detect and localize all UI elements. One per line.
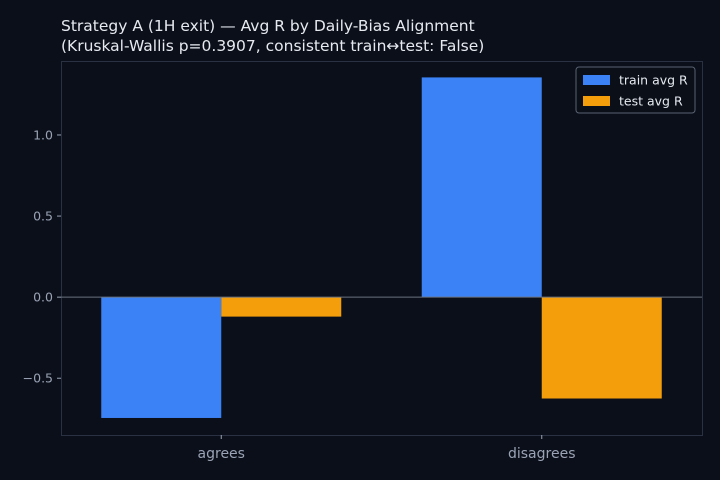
x-tick-label: disagrees [508, 446, 576, 462]
bar-train-disagrees [421, 77, 542, 298]
bar-test-disagrees [541, 297, 662, 399]
legend-swatch [583, 75, 610, 85]
x-tick-label: agrees [198, 446, 245, 462]
chart-title: Strategy A (1H exit) — Avg R by Daily-Bi… [61, 17, 475, 35]
axes-frame [61, 61, 703, 436]
chart-subtitle: (Kruskal-Wallis p=0.3907, consistent tra… [61, 37, 484, 55]
y-axis: −0.5 0.0 0.5 1.0 [23, 127, 61, 386]
bar-test-agrees [221, 297, 342, 317]
y-tick-label: 0.0 [33, 290, 53, 305]
legend: train avg R test avg R [575, 66, 696, 114]
y-tick-label: 1.0 [33, 127, 53, 142]
legend-swatch [583, 96, 610, 106]
y-tick-label: −0.5 [23, 371, 53, 386]
legend-label: test avg R [619, 94, 683, 109]
y-tick-label: 0.5 [33, 209, 53, 224]
legend-label: train avg R [619, 73, 688, 88]
bars [101, 77, 662, 418]
x-axis: agrees disagrees [198, 435, 576, 462]
bar-train-agrees [101, 297, 222, 418]
